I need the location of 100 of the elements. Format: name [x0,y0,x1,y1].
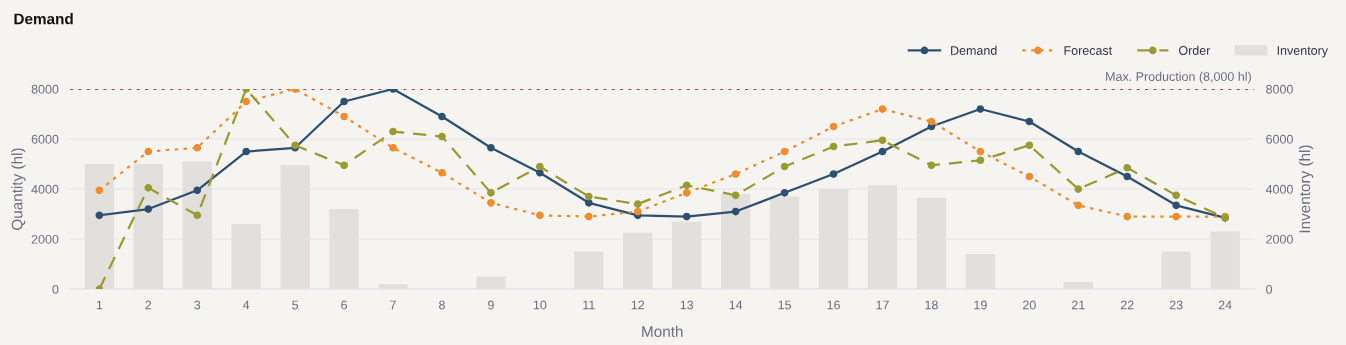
point [1172,201,1180,210]
point [780,162,789,171]
y-tick-label: 4000 [31,184,59,194]
point [731,207,740,216]
x-tick-label: 21 [1071,300,1085,310]
x-tick-label: 23 [1169,300,1183,310]
point [878,147,887,156]
point [682,188,691,197]
y2-tick-label: 8000 [1266,84,1293,94]
y-tick-label: 0 [52,284,59,294]
x-tick-label: 11 [583,300,595,310]
x-tick-label: 10 [533,300,547,310]
point [487,188,495,197]
point [536,168,544,177]
point [438,168,446,177]
x-tick-label: 16 [827,300,840,310]
x-tick-label: 22 [1120,300,1134,310]
y-tick-label: 6000 [31,134,59,144]
point [1172,191,1180,200]
x-tick-label: 7 [390,300,396,310]
point [536,211,544,220]
y-tick-label: 2000 [31,234,59,244]
point [976,105,985,113]
bar [672,221,702,290]
point [1025,141,1034,150]
x-tick-label: 6 [341,300,348,310]
x-tick-label: 1 [96,300,103,310]
point [487,143,495,152]
y2-tick-label: 2000 [1266,234,1293,244]
x-tick-label: 14 [729,300,743,310]
point [780,147,789,156]
x-tick-label: 24 [1218,300,1232,310]
bar [720,194,751,290]
point [340,112,348,121]
point [927,161,936,170]
point [1172,212,1180,221]
legend-label: Order [1179,45,1211,55]
x-tick-label: 13 [680,300,694,310]
point [144,147,153,156]
point [829,170,838,178]
point [340,161,348,170]
x-tick-label: 2 [145,300,152,310]
y2-tick-label: 6000 [1266,134,1293,144]
point [633,200,642,208]
point [584,192,593,201]
point [144,205,153,213]
point [144,183,153,192]
point [682,181,691,190]
y2-tick-label: 4000 [1265,184,1293,194]
x-tick-label: 4 [243,300,250,310]
x-tick-label: 12 [631,300,645,310]
point [1074,185,1083,193]
point [95,186,104,195]
point [536,162,544,171]
point [878,105,887,113]
x-tick-label: 19 [974,300,987,310]
point [731,191,740,200]
point [1074,147,1083,156]
x-tick-label: 15 [778,300,792,310]
point [633,207,642,216]
bar [182,161,212,290]
point [731,170,740,178]
point [1074,201,1083,210]
x-tick-label: 9 [488,300,494,310]
point [340,97,348,106]
point [389,143,397,152]
point [438,112,446,121]
point [584,212,593,221]
point [682,212,691,221]
chart-title: Demand [14,13,73,25]
y2-tick-label: 0 [1266,284,1273,294]
x-tick-label: 18 [925,300,938,310]
bar [769,196,800,290]
x-tick-label: 8 [439,300,445,310]
x-tick-label: 17 [876,300,889,310]
point [242,97,251,106]
x-tick-label: 3 [194,300,201,310]
point [976,156,985,165]
point [389,127,397,136]
y-tick-label: 8000 [31,84,59,94]
point [193,186,202,195]
point [927,117,936,126]
point [193,211,202,220]
point [193,143,202,152]
bar [133,164,163,290]
point [780,188,789,197]
point [438,132,446,141]
point [1123,212,1132,221]
legend-label: Demand [951,45,997,55]
point [829,142,838,151]
point [487,198,495,207]
point [829,122,838,131]
ref-line-label: Max. Production (8,000 hl) [1106,71,1251,84]
x-tick-label: 20 [1023,300,1036,310]
y-axis-title: Quantity (hl) [11,148,26,230]
point [1025,117,1034,126]
point [976,147,985,156]
x-tick-label: 5 [292,300,299,310]
y2-axis-title: Inventory (hl) [1298,145,1314,233]
x-axis-title: Month [642,325,683,337]
